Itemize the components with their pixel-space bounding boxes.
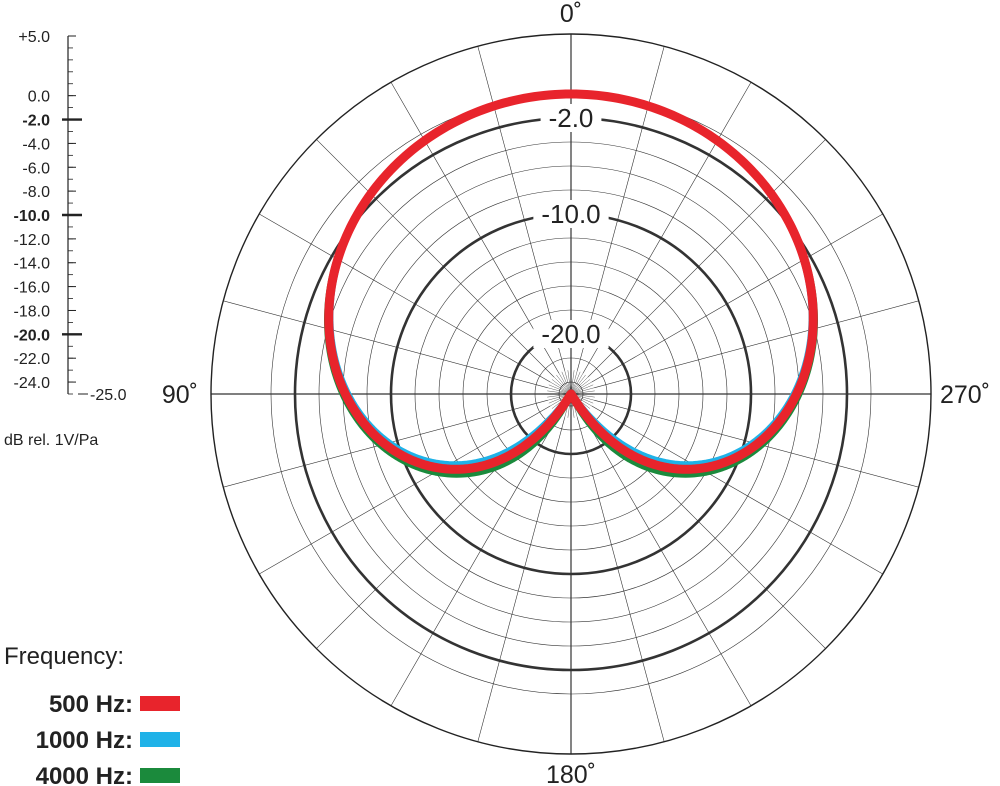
series-500-hz-line	[324, 89, 818, 474]
grid-spoke	[316, 139, 555, 378]
scale-label-0-0: 0.0	[28, 89, 50, 106]
scale-label-25-0: -25.0	[90, 387, 127, 404]
legend: Frequency: 500 Hz: 1000 Hz: 4000 Hz:	[4, 643, 180, 786]
scale-label-10-0: -10.0	[14, 208, 51, 225]
angle-label-90: 90˚	[162, 381, 198, 409]
ring-label-2-0: -2.0	[549, 103, 594, 133]
scale-label-12-0: -12.0	[14, 232, 51, 249]
scale-label-14-0: -14.0	[14, 256, 51, 273]
grid-spoke	[594, 300, 919, 389]
grid-ring-8-0	[366, 189, 776, 599]
angle-label-180: 180˚	[546, 761, 596, 786]
ring-labels: -2.0 -10.0 -20.0	[533, 103, 609, 349]
grid-spoke	[259, 405, 551, 575]
ring-label-bg	[540, 104, 602, 132]
grid-spoke	[390, 414, 560, 706]
ring-label-10-0: -10.0	[541, 199, 600, 229]
scale-label-5-0: +5.0	[18, 29, 50, 46]
grid-spoke	[576, 46, 665, 371]
grid-ring-18-0	[486, 309, 656, 479]
polar-grid	[210, 33, 932, 755]
scale-label-20-0: -20.0	[14, 327, 51, 344]
grid-spoke	[582, 414, 752, 706]
legend-items: 500 Hz: 1000 Hz: 4000 Hz:	[36, 691, 180, 786]
grid-ring-16-0	[462, 285, 680, 503]
scale-label-24-0: -24.0	[14, 375, 51, 392]
legend-swatch-4000-hz	[140, 768, 180, 783]
scale-label-8-0: -8.0	[22, 184, 50, 201]
scale-label-16-0: -16.0	[14, 280, 51, 297]
grid-ring-12-0	[414, 237, 728, 551]
grid-spoke	[582, 82, 752, 374]
ring-label-20-0: -20.0	[541, 319, 600, 349]
grid-spoke	[477, 417, 566, 742]
grid-spoke	[591, 213, 883, 383]
scale-label-6-0: -6.0	[22, 160, 50, 177]
angle-labels: 0˚ 90˚ 180˚ 270˚	[162, 0, 990, 786]
grid-spoke	[576, 417, 665, 742]
legend-label-500-hz: 500 Hz:	[49, 691, 133, 718]
legend-swatch-500-hz	[140, 696, 180, 711]
unit-label: dB rel. 1V/Pa	[4, 432, 98, 449]
series-layer	[324, 89, 818, 478]
grid-spoke	[587, 139, 826, 378]
grid-ring-14-0	[438, 261, 704, 527]
ring-label-bg	[533, 320, 609, 348]
radial-scale: +5.0 0.0 -2.0 -4.0 -6.0 -8.0 -10.0 -12.0 -14.0 -1…	[14, 29, 127, 404]
angle-label-270: 270˚	[940, 381, 990, 409]
grid-ring-4-0	[318, 141, 824, 647]
grid-outer-ring	[210, 33, 932, 755]
grid-spoke	[223, 300, 548, 389]
grid-spoke	[591, 405, 883, 575]
grid-ring-fine	[558, 381, 584, 407]
grid-spoke	[390, 82, 560, 374]
legend-label-1000-hz: 1000 Hz:	[36, 727, 133, 754]
grid-ring-22-0	[534, 357, 608, 431]
ring-label-bg	[533, 200, 609, 228]
angle-label-0: 0˚	[560, 0, 582, 28]
scale-label-22-0: -22.0	[14, 351, 51, 368]
scale-label-4-0: -4.0	[22, 136, 50, 153]
legend-swatch-1000-hz	[140, 732, 180, 747]
grid-spoke	[259, 213, 551, 383]
grid-spoke	[477, 46, 566, 371]
legend-title: Frequency:	[4, 643, 124, 670]
scale-label-18-0: -18.0	[14, 303, 51, 320]
legend-label-4000-hz: 4000 Hz:	[36, 763, 133, 786]
scale-label-2-0: -2.0	[22, 113, 50, 130]
